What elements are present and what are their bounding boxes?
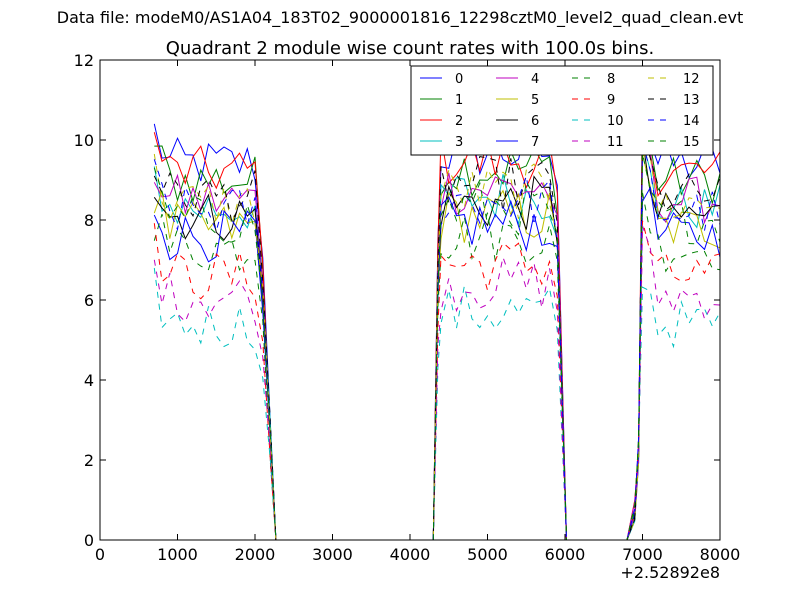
legend-label-12: 12: [683, 72, 700, 87]
series-line-10: [153, 267, 720, 540]
legend-label-7: 7: [531, 135, 539, 150]
chart-title: Quadrant 2 module wise count rates with …: [166, 38, 655, 59]
y-tick-label: 4: [84, 371, 94, 390]
x-tick-label: 8000: [700, 545, 741, 564]
legend-label-8: 8: [607, 72, 615, 87]
x-tick-label: 3000: [312, 545, 353, 564]
suptitle: Data file: modeM0/AS1A04_183T02_90000018…: [57, 8, 743, 28]
series-layer: [153, 98, 720, 540]
y-tick-label: 2: [84, 451, 94, 470]
series-line-8: [153, 192, 720, 540]
series-line-11: [153, 225, 720, 540]
x-tick-label: 4000: [390, 545, 431, 564]
y-tick-label: 6: [84, 291, 94, 310]
x-tick-label: 1000: [157, 545, 198, 564]
series-line-7: [153, 186, 720, 540]
legend-label-15: 15: [683, 135, 700, 150]
series-line-13: [153, 133, 720, 540]
x-offset-label: +2.52892e8: [620, 563, 720, 582]
y-tick-label: 12: [74, 51, 94, 70]
legend-label-14: 14: [683, 114, 700, 129]
series-line-12: [153, 153, 720, 540]
y-tick-label: 10: [74, 131, 94, 150]
legend-label-4: 4: [531, 72, 539, 87]
series-line-0: [153, 116, 720, 540]
x-tick-label: 6000: [545, 545, 586, 564]
x-tick-label: 2000: [235, 545, 276, 564]
legend-label-11: 11: [607, 135, 624, 150]
legend-label-5: 5: [531, 93, 539, 108]
series-line-14: [153, 143, 720, 540]
y-tick-label: 0: [84, 531, 94, 550]
x-tick-label: 0: [95, 545, 105, 564]
legend-label-0: 0: [455, 72, 463, 87]
series-line-9: [153, 220, 720, 540]
x-axis: 0 1000 2000 3000 4000 5000 6000 7000 8000: [95, 60, 740, 564]
series-line-15: [153, 152, 720, 540]
y-tick-label: 8: [84, 211, 94, 230]
legend-box: [410, 65, 714, 156]
legend-label-13: 13: [683, 93, 700, 108]
legend-label-3: 3: [455, 135, 463, 150]
x-tick-label: 7000: [622, 545, 663, 564]
legend-label-1: 1: [455, 93, 463, 108]
legend-label-6: 6: [531, 114, 539, 129]
series-line-4: [153, 147, 720, 540]
legend-label-10: 10: [607, 114, 624, 129]
legend-label-9: 9: [607, 93, 615, 108]
legend-label-2: 2: [455, 114, 463, 129]
x-tick-label: 5000: [467, 545, 508, 564]
